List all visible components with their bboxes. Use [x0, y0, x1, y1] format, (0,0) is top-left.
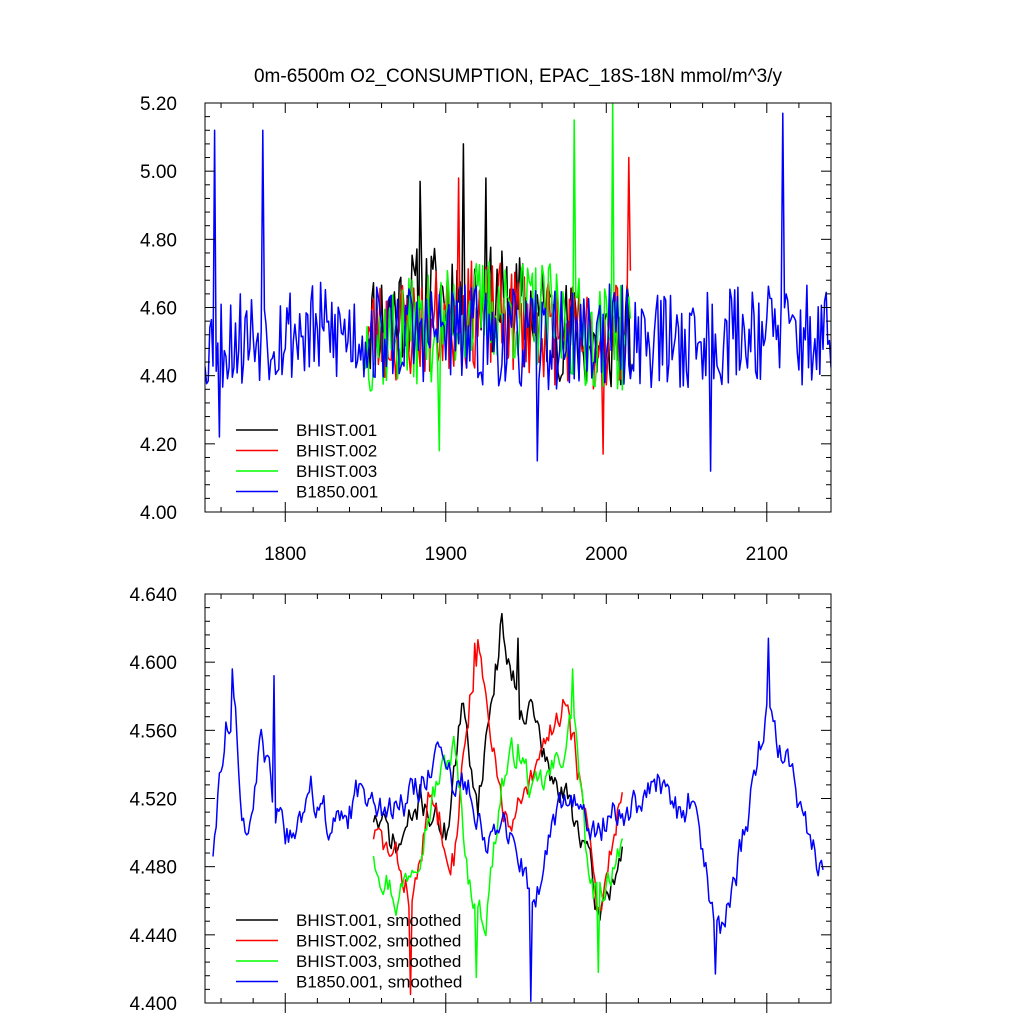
legend-label: BHIST.002	[296, 442, 377, 461]
plot-area	[212, 612, 824, 1003]
y-tick-label: 5.00	[140, 162, 177, 183]
y-tick-label: 4.560	[129, 721, 177, 742]
y-tick-label: 4.520	[129, 790, 177, 811]
x-tick-label: 1900	[425, 544, 467, 565]
y-tick-label: 4.600	[129, 653, 177, 674]
legend-label: BHIST.003, smoothed	[296, 952, 461, 971]
legend-label: BHIST.003	[296, 462, 377, 481]
legend-label: B1850.001	[296, 483, 378, 502]
y-tick-label: 4.480	[129, 858, 177, 879]
y-tick-label: 4.20	[140, 435, 177, 456]
y-tick-label: 4.400	[129, 994, 177, 1015]
chart-panel-1: 4.00 4.20 4.40 4.60 4.80 5.00 5.20 1800 1900 2000…	[140, 66, 832, 565]
series-line-3	[372, 668, 624, 979]
y-tick-label: 5.20	[140, 94, 177, 115]
plot-area	[205, 103, 831, 472]
chart-panel-2: 4.400 4.440 4.480 4.520 4.560 4.600 4.640 BHIST…	[129, 585, 832, 1015]
y-tick-label: 4.640	[129, 585, 177, 606]
legend-label: BHIST.002, smoothed	[296, 932, 461, 951]
y-tick-label: 4.00	[140, 503, 177, 524]
y-tick-label: 4.80	[140, 230, 177, 251]
series-line-3	[364, 103, 632, 452]
x-tick-label: 2000	[585, 544, 627, 565]
y-tick-label: 4.40	[140, 367, 177, 388]
chart-title: 0m-6500m O2_CONSUMPTION, EPAC_18S-18N mm…	[254, 66, 783, 87]
legend-label: BHIST.001, smoothed	[296, 911, 461, 930]
legend: BHIST.001, smoothed BHIST.002, smoothedBH…	[236, 911, 462, 992]
legend-label: BHIST.001	[296, 421, 377, 440]
y-tick-label: 4.440	[129, 926, 177, 947]
series-line-1	[372, 612, 624, 921]
x-tick-label: 2100	[746, 544, 788, 565]
legend-label: B1850.001, smoothed	[296, 973, 462, 992]
series-line-4	[212, 637, 824, 1003]
series-line-4	[205, 112, 831, 472]
y-tick-label: 4.60	[140, 299, 177, 320]
x-tick-label: 1800	[264, 544, 306, 565]
